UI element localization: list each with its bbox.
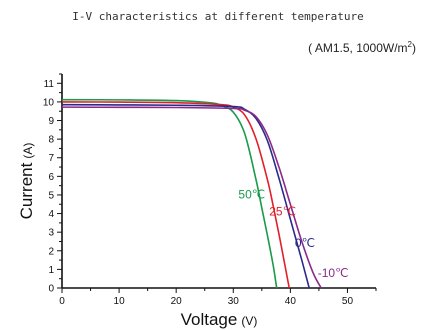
y-tick-label: 4 — [48, 209, 54, 220]
series-label: 50℃ — [238, 188, 265, 202]
chart-subtitle: ( AM1.5, 1000W/m2) — [308, 40, 416, 55]
plot-area: 0 1 2 3 4 5 6 7 8 9 10 11 0 10 20 30 40 50 50℃ 25℃ 0℃ -10℃ — [43, 73, 377, 307]
y-tick-label: 1 — [48, 265, 54, 276]
series-label: 25℃ — [269, 204, 296, 218]
x-tick-label: 50 — [342, 296, 354, 307]
y-axis-label: Current — [17, 162, 36, 219]
chart-title: I-V characteristics at different tempera… — [72, 10, 363, 23]
series-label: 0℃ — [295, 236, 315, 250]
y-tick-label: 6 — [48, 172, 54, 183]
x-tick-label: 10 — [114, 296, 126, 307]
series-line — [61, 103, 310, 289]
y-tick-label: 11 — [44, 79, 55, 90]
y-tick-label: 8 — [48, 135, 54, 146]
x-axis-unit: (V) — [241, 314, 257, 328]
subtitle-prefix: ( AM1.5, 1000W/m — [308, 41, 407, 55]
y-tick-label: 0 — [48, 284, 54, 295]
y-axis-title: Current (A) — [17, 143, 36, 220]
x-tick-label: 20 — [171, 296, 183, 307]
x-tick-label: 40 — [285, 296, 297, 307]
series-line — [61, 106, 322, 289]
y-tick-label: 7 — [48, 153, 54, 164]
series-line — [61, 98, 278, 289]
y-tick-label: 3 — [48, 228, 54, 239]
series-line — [61, 101, 291, 289]
y-tick-label: 9 — [48, 116, 54, 127]
subtitle-suffix: ) — [412, 41, 416, 55]
y-axis-unit: (A) — [21, 143, 35, 159]
y-tick-label: 5 — [48, 190, 54, 201]
x-tick-label: 30 — [228, 296, 240, 307]
y-tick-label: 10 — [43, 97, 55, 108]
x-tick-label: 0 — [59, 296, 65, 307]
series-label: -10℃ — [318, 266, 349, 280]
x-axis-title: Voltage (V) — [181, 310, 258, 329]
y-tick-label: 2 — [48, 246, 54, 257]
x-axis-label: Voltage — [181, 310, 238, 329]
subtitle-superscript: 2 — [408, 40, 413, 49]
